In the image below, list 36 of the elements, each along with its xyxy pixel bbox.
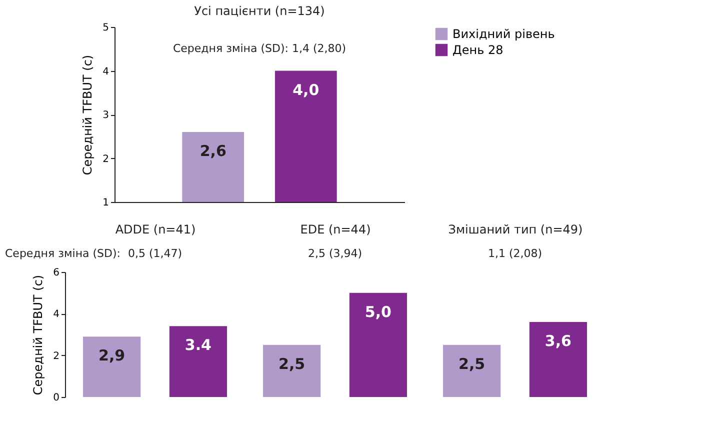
bar bbox=[169, 326, 227, 397]
x-tick-label: Змішаний тип (n=49) bbox=[448, 222, 583, 236]
bar bbox=[349, 292, 407, 397]
y-tick-label: 6 bbox=[53, 268, 60, 278]
chart-title: Усі пацієнти (n=134) bbox=[194, 4, 325, 18]
text: 0,5 (1,47) bbox=[128, 247, 182, 260]
data-label: 3,6 bbox=[544, 332, 572, 350]
data-label: 2,9 bbox=[98, 346, 126, 365]
bar bbox=[263, 344, 321, 397]
y-axis-title: Середній TFBUT (с) bbox=[31, 274, 46, 396]
data-label: 3.4 bbox=[184, 336, 212, 354]
y-tick-label: 4 bbox=[102, 66, 109, 78]
data-label: 2,5 bbox=[278, 354, 306, 373]
text: 2,5 (3,94) bbox=[308, 247, 362, 260]
y-tick-label: 1 bbox=[102, 198, 109, 208]
text: Середня зміна (SD): bbox=[5, 247, 120, 260]
data-label: 5,0 bbox=[364, 302, 392, 321]
y-tick-label: 5 bbox=[102, 22, 109, 34]
y-tick-label: 0 bbox=[53, 392, 60, 404]
data-label: 2,5 bbox=[458, 354, 486, 373]
legend-label: Вихідний рівень bbox=[452, 27, 555, 41]
y-tick-label: 2 bbox=[53, 350, 60, 362]
y-tick-label: 4 bbox=[53, 309, 60, 320]
annotation: Середня зміна (SD): 1,4 (2,80) bbox=[172, 42, 346, 55]
x-tick-label: ADDE (n=41) bbox=[115, 222, 196, 236]
legend-label: День 28 bbox=[452, 43, 504, 57]
data-label: 4,0 bbox=[292, 80, 320, 99]
bar bbox=[529, 322, 587, 397]
bar bbox=[83, 336, 141, 397]
y-tick-label: 3 bbox=[102, 110, 109, 121]
x-tick-label: EDE (n=44) bbox=[300, 222, 371, 236]
y-tick-label: 2 bbox=[102, 154, 109, 165]
y-axis-title: Середній TFBUT (с) bbox=[80, 54, 95, 176]
text: 1,1 (2,08) bbox=[488, 247, 542, 260]
bar bbox=[443, 344, 501, 397]
data-label: 2,6 bbox=[200, 142, 226, 160]
